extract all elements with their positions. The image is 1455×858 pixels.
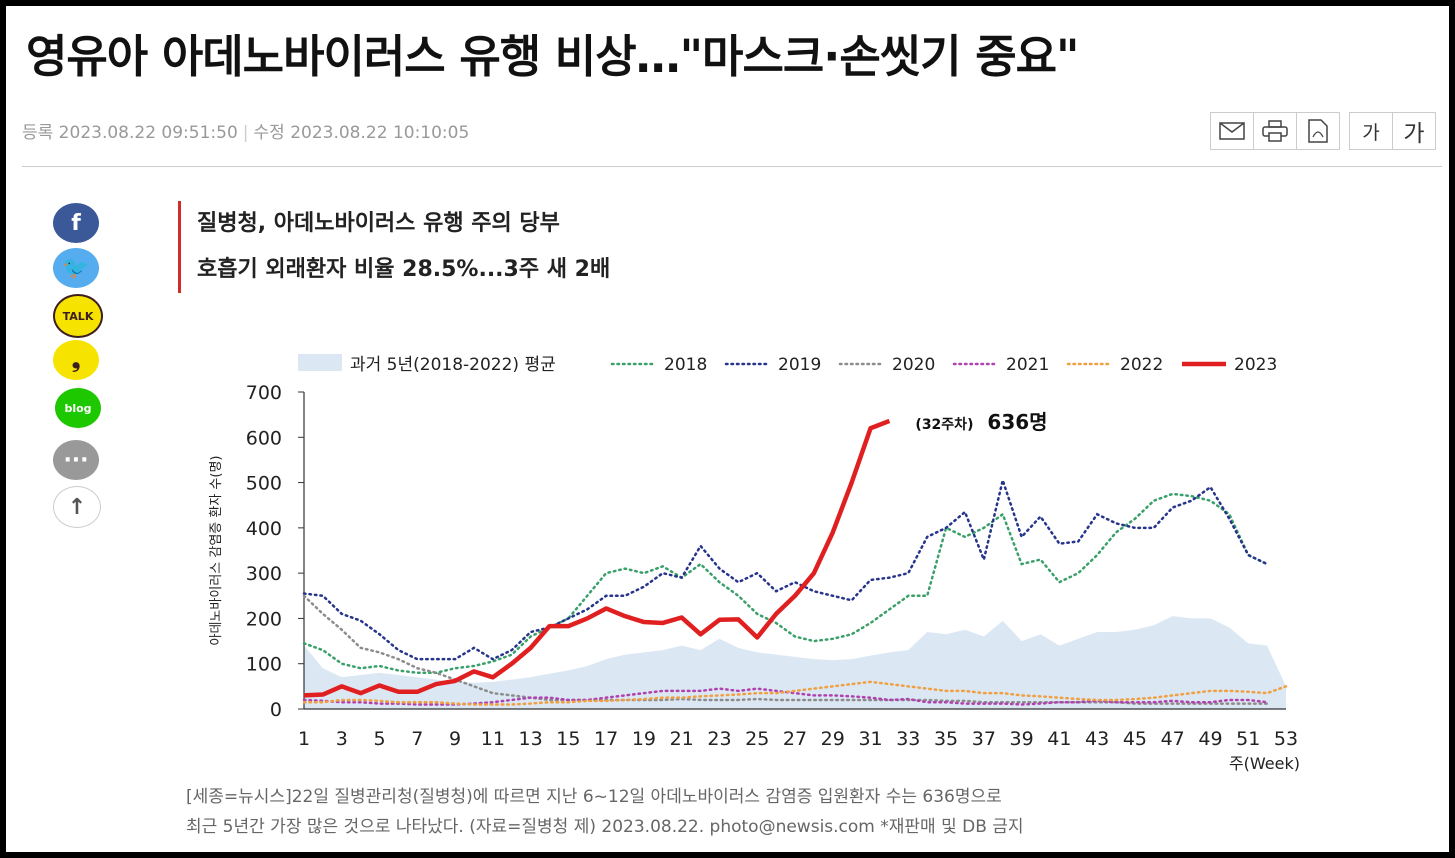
- x-tick-label: 31: [858, 728, 882, 750]
- x-tick-label: 33: [896, 728, 920, 750]
- y-tick-label: 0: [270, 699, 282, 721]
- modified-date: 수정 2023.08.22 10:10:05: [253, 123, 470, 143]
- x-tick-label: 25: [745, 728, 769, 750]
- print-icon[interactable]: [1253, 112, 1297, 150]
- x-tick-label: 23: [707, 728, 731, 750]
- article-meta: 등록 2023.08.22 09:51:50 | 수정 2023.08.22 10:…: [22, 123, 470, 143]
- x-tick-label: 17: [594, 728, 618, 750]
- area-five-year-average: [304, 616, 1286, 709]
- x-tick-label: 21: [670, 728, 694, 750]
- pdf-icon[interactable]: [1296, 112, 1340, 150]
- caption-line-2: 최근 5년간 가장 많은 것으로 나타났다. (자료=질병청 제) 2023.0…: [186, 817, 1024, 837]
- headline: 영유아 아데노바이러스 유행 비상…"마스크·손씻기 중요": [26, 30, 1079, 83]
- x-tick-label: 49: [1198, 728, 1222, 750]
- x-tick-label: 15: [556, 728, 580, 750]
- share-blog-button[interactable]: blog: [53, 386, 103, 430]
- email-icon[interactable]: [1210, 112, 1254, 150]
- y-tick-label: 100: [246, 654, 282, 676]
- y-axis-label: 아데노바이러스 감염증 환자 수(명): [209, 456, 224, 646]
- y-tick-label: 400: [246, 518, 282, 540]
- caption-line-1: [세종=뉴시스]22일 질병관리청(질병청)에 따르면 지난 6~12일 아데노…: [186, 787, 1002, 807]
- registered-date: 등록 2023.08.22 09:51:50: [22, 123, 238, 143]
- x-tick-label: 41: [1047, 728, 1071, 750]
- summary-line-2: 호흡기 외래환자 비율 28.5%...3주 새 2배: [197, 257, 611, 282]
- y-tick-label: 200: [246, 608, 282, 630]
- annotation-value: 636명: [987, 410, 1047, 434]
- x-tick-label: 1: [298, 728, 310, 750]
- x-tick-label: 29: [821, 728, 845, 750]
- series-line-2018: [302, 492, 1269, 675]
- share-kakaotalk-button[interactable]: TALK: [53, 294, 103, 338]
- share-comment-button[interactable]: ···: [53, 440, 99, 480]
- x-tick-label: 53: [1274, 728, 1298, 750]
- series-line-2019: [302, 475, 1269, 661]
- legend-label-area: 과거 5년(2018-2022) 평균: [350, 355, 556, 375]
- annotation-week: (32주차): [915, 417, 973, 433]
- summary-line-1: 질병청, 아데노바이러스 유행 주의 당부: [197, 211, 560, 236]
- x-tick-label: 3: [336, 728, 348, 750]
- series-line-2023: [303, 418, 891, 698]
- y-tick-label: 700: [246, 382, 282, 404]
- y-tick-label: 300: [246, 563, 282, 585]
- legend-label-2018: 2018: [664, 355, 707, 375]
- photo-caption: [세종=뉴시스]22일 질병관리청(질병청)에 따르면 지난 6~12일 아데노…: [186, 782, 1306, 842]
- legend-label-2020: 2020: [892, 355, 935, 375]
- x-tick-label: 5: [373, 728, 385, 750]
- y-tick-label: 600: [246, 427, 282, 449]
- y-tick-label: 500: [246, 473, 282, 495]
- font-small-button[interactable]: 가: [1349, 112, 1393, 150]
- x-tick-label: 47: [1161, 728, 1185, 750]
- font-large-button[interactable]: 가: [1392, 112, 1436, 150]
- x-axis-label: 주(Week): [1229, 754, 1300, 773]
- divider: [22, 166, 1442, 167]
- x-tick-label: 43: [1085, 728, 1109, 750]
- font-size-tools: 가 가: [1349, 112, 1436, 150]
- x-tick-label: 37: [972, 728, 996, 750]
- x-tick-label: 9: [449, 728, 461, 750]
- x-tick-label: 19: [632, 728, 656, 750]
- legend-label-2021: 2021: [1006, 355, 1049, 375]
- share-kakaostory-button[interactable]: ❟: [53, 340, 99, 380]
- share-facebook-button[interactable]: f: [53, 203, 99, 243]
- series-line-2022: [302, 680, 1288, 706]
- share-twitter-button[interactable]: 🐦: [53, 248, 99, 288]
- article-tools: [1210, 112, 1340, 150]
- legend-label-2022: 2022: [1120, 355, 1163, 375]
- share-top-button[interactable]: ↑: [53, 486, 101, 528]
- x-tick-label: 39: [1010, 728, 1034, 750]
- x-tick-label: 11: [481, 728, 505, 750]
- x-tick-label: 7: [411, 728, 423, 750]
- legend-swatch-area: [298, 354, 342, 371]
- x-tick-label: 27: [783, 728, 807, 750]
- x-tick-label: 35: [934, 728, 958, 750]
- x-tick-label: 51: [1236, 728, 1260, 750]
- legend-label-2023: 2023: [1234, 355, 1277, 375]
- legend-label-2019: 2019: [778, 355, 821, 375]
- article-frame: 영유아 아데노바이러스 유행 비상…"마스크·손씻기 중요" 등록 2023.0…: [6, 6, 1449, 852]
- article-summary: 질병청, 아데노바이러스 유행 주의 당부 호흡기 외래환자 비율 28.5%.…: [178, 201, 610, 293]
- x-tick-label: 13: [519, 728, 543, 750]
- x-tick-label: 45: [1123, 728, 1147, 750]
